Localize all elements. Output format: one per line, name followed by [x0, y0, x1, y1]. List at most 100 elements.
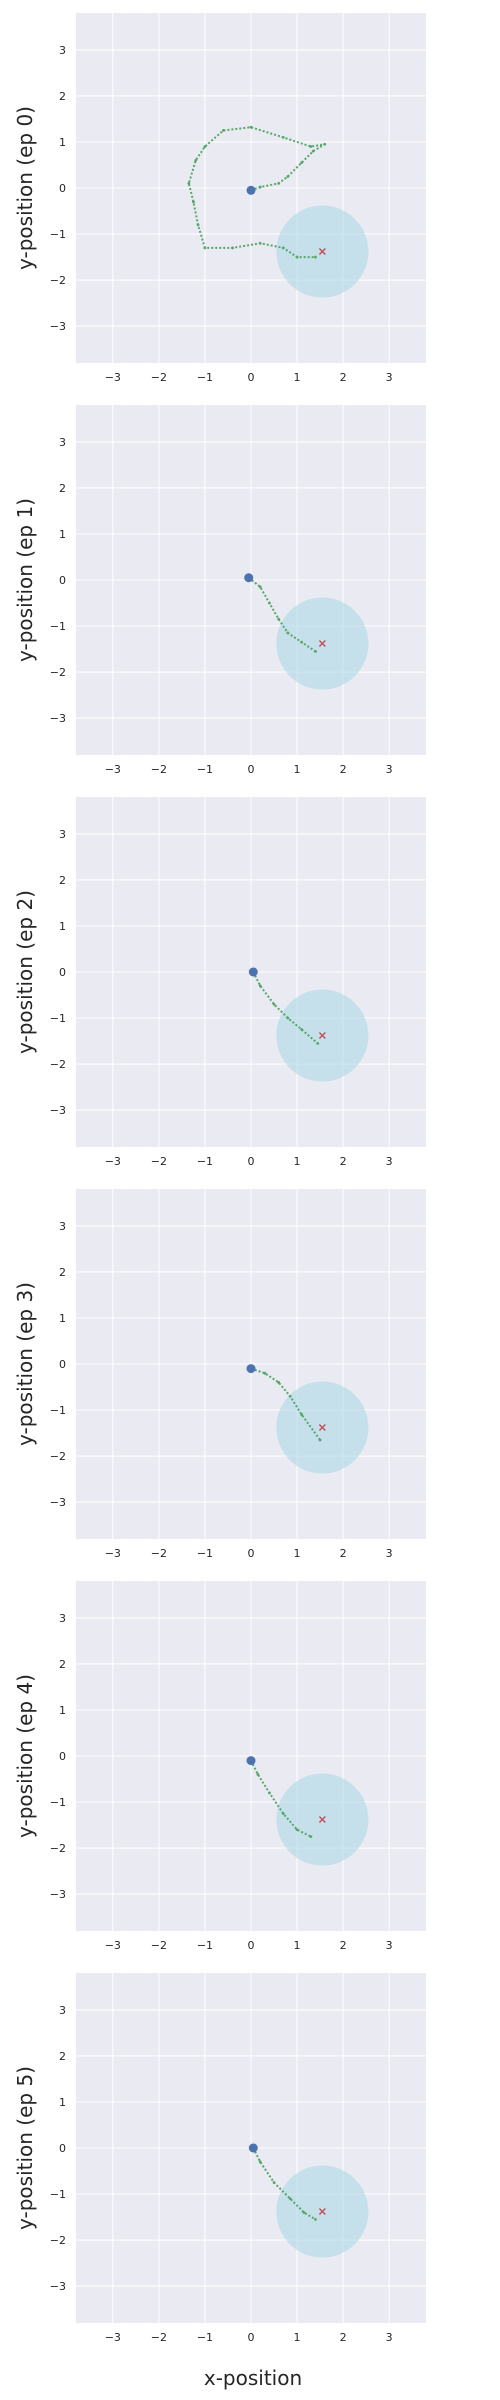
- trajectory-point: [231, 246, 234, 250]
- goal-marker: [318, 1032, 326, 1040]
- trajectory-point: [314, 255, 317, 259]
- x-tick-label: 2: [340, 1547, 347, 1560]
- y-tick-label: −3: [50, 712, 66, 725]
- x-tick-label: 1: [294, 1547, 301, 1560]
- x-tick-label: 3: [386, 1939, 393, 1952]
- trajectory-point: [192, 200, 195, 204]
- x-axis-label: x-position: [204, 2366, 302, 2390]
- y-axis-label: y-position (ep 2): [13, 890, 37, 1054]
- x-tick-label: 0: [248, 1547, 255, 1560]
- y-tick-label: −2: [50, 1842, 66, 1855]
- x-tick-label: 0: [248, 1155, 255, 1168]
- x-tick-label: −2: [151, 1547, 167, 1560]
- trajectory-point: [263, 1371, 267, 1375]
- y-tick-label: −2: [50, 2234, 66, 2247]
- trajectory-point: [258, 2160, 262, 2164]
- trajectory-point: [277, 1381, 281, 1384]
- trajectory-point: [249, 125, 253, 129]
- trajectory-point: [256, 1773, 260, 1776]
- trajectory-line: [250, 1760, 312, 1838]
- trajectory-point: [203, 145, 207, 148]
- y-tick-label: −2: [50, 1058, 66, 1071]
- trajectory-point: [221, 129, 225, 132]
- trajectory-point: [277, 181, 281, 185]
- x-tick-label: 0: [248, 1939, 255, 1952]
- chart-panels: −3 −2 −1 0 1 2 3 −3 −2 −1 0 1 2 3 y-position (ep 0) −3 −…: [13, 13, 426, 2344]
- y-tick-label: 1: [59, 2096, 66, 2109]
- x-tick-label: −2: [151, 763, 167, 776]
- y-tick-label: −3: [50, 1888, 66, 1901]
- x-tick-label: 2: [340, 763, 347, 776]
- x-tick-label: −1: [197, 1939, 213, 1952]
- chart-panel-0: −3 −2 −1 0 1 2 3 −3 −2 −1 0 1 2 3 y-position (ep 0): [13, 13, 426, 384]
- start-marker: [248, 967, 258, 977]
- trajectory-point: [318, 1438, 322, 1442]
- x-tick-label: −3: [105, 2331, 121, 2344]
- trajectory-point: [288, 1394, 292, 1398]
- y-tick-label: 3: [59, 828, 66, 841]
- trajectory-point: [300, 1413, 304, 1417]
- goal-marker-stroke: [318, 1424, 326, 1432]
- y-tick-label: 0: [59, 182, 66, 195]
- trajectory-line: [187, 126, 326, 259]
- x-tick-label: 3: [386, 1547, 393, 1560]
- y-axis-label: y-position (ep 4): [13, 1674, 37, 1838]
- trajectory-point: [258, 185, 262, 189]
- x-tick-label: 1: [294, 371, 301, 384]
- x-tick-label: 1: [294, 2331, 301, 2344]
- trajectory-point: [314, 2217, 317, 2221]
- y-axis-label: y-position (ep 3): [13, 1282, 37, 1446]
- x-tick-label: 3: [386, 371, 393, 384]
- y-tick-label: −1: [50, 2188, 66, 2201]
- trajectory-point: [286, 1016, 290, 1020]
- x-tick-label: −1: [197, 763, 213, 776]
- x-tick-label: 0: [248, 763, 255, 776]
- chart-panel-5: −3 −2 −1 0 1 2 3 −3 −2 −1 0 1 2 3 y-position (ep 5): [13, 1973, 426, 2344]
- y-axis-label: y-position (ep 0): [13, 106, 37, 270]
- trajectory-point: [258, 984, 262, 988]
- y-tick-label: −2: [50, 1450, 66, 1463]
- goal-marker-stroke: [318, 248, 326, 256]
- trajectory-point: [258, 241, 262, 245]
- x-tick-label: 2: [340, 371, 347, 384]
- goal-marker-stroke: [318, 1816, 326, 1824]
- y-tick-label: 2: [59, 2050, 66, 2063]
- x-tick-label: −1: [197, 371, 213, 384]
- trajectory-point: [295, 1828, 299, 1832]
- y-tick-label: 3: [59, 1612, 66, 1625]
- y-tick-label: −3: [50, 1104, 66, 1117]
- x-tick-label: 2: [340, 1155, 347, 1168]
- trajectory-point: [268, 601, 271, 605]
- trajectory-point: [300, 1028, 304, 1031]
- x-tick-label: −1: [197, 2331, 213, 2344]
- trajectory-point: [187, 181, 191, 185]
- y-axis-label: y-position (ep 1): [13, 498, 37, 662]
- trajectory-point: [277, 617, 281, 621]
- start-marker: [244, 573, 254, 583]
- x-tick-label: 2: [340, 1939, 347, 1952]
- x-tick-label: −2: [151, 2331, 167, 2344]
- trajectory-point: [268, 1791, 271, 1795]
- trajectory-point: [258, 585, 262, 589]
- y-tick-label: 3: [59, 2004, 66, 2017]
- x-tick-label: 1: [294, 1155, 301, 1168]
- y-tick-label: 0: [59, 1750, 66, 1763]
- chart-panel-1: −3 −2 −1 0 1 2 3 −3 −2 −1 0 1 2 3 y-position (ep 1): [13, 405, 426, 776]
- goal-marker: [318, 1424, 326, 1432]
- y-tick-label: 3: [59, 436, 66, 449]
- trajectory-point: [281, 1812, 285, 1815]
- x-tick-label: 3: [386, 2331, 393, 2344]
- start-marker: [246, 1364, 256, 1374]
- x-tick-label: 0: [248, 371, 255, 384]
- trajectory-point: [309, 145, 313, 148]
- trajectory-point: [286, 631, 290, 635]
- trajectory-point: [203, 246, 207, 250]
- y-tick-label: 3: [59, 44, 66, 57]
- goal-marker: [318, 1816, 326, 1824]
- chart-panel-2: −3 −2 −1 0 1 2 3 −3 −2 −1 0 1 2 3 y-position (ep 2): [13, 797, 426, 1168]
- trajectory-point: [316, 1041, 320, 1045]
- goal-marker: [318, 2208, 326, 2216]
- x-tick-label: −3: [105, 763, 121, 776]
- y-tick-label: 2: [59, 90, 66, 103]
- y-tick-label: −1: [50, 1404, 66, 1417]
